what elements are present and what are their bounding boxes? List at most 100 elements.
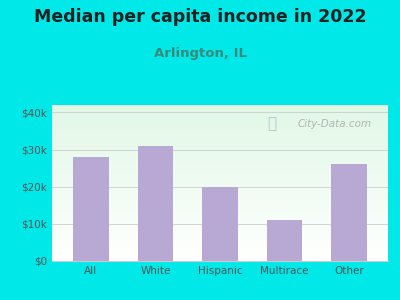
Bar (52, 205, 388, 206)
Bar (52, 186, 388, 188)
Bar (52, 122, 388, 124)
Bar (52, 114, 388, 116)
Bar (52, 130, 388, 131)
Bar (52, 241, 388, 242)
Bar (52, 208, 388, 209)
Bar (52, 136, 388, 138)
Bar (52, 167, 388, 169)
Bar (52, 248, 388, 250)
Bar (52, 206, 388, 208)
Bar (52, 191, 388, 192)
Bar (52, 175, 388, 177)
Bar (52, 142, 388, 144)
Bar (52, 238, 388, 239)
Text: Arlington, IL: Arlington, IL (154, 46, 246, 59)
Bar (52, 169, 388, 170)
Bar (52, 121, 388, 122)
Bar (52, 244, 388, 245)
Bar (52, 245, 388, 247)
Bar (52, 139, 388, 141)
Bar (52, 225, 388, 227)
Bar (52, 250, 388, 252)
Bar (52, 219, 388, 220)
Bar (52, 158, 388, 160)
Bar (52, 256, 388, 258)
Bar (52, 138, 388, 139)
Bar (52, 144, 388, 146)
Bar (332, 164, 367, 261)
Bar (52, 164, 388, 166)
Bar (52, 194, 388, 196)
Bar (52, 108, 388, 110)
Bar (52, 258, 388, 260)
Bar (52, 150, 388, 152)
Bar (52, 178, 388, 180)
Bar (52, 184, 388, 186)
Bar (52, 182, 388, 183)
Text: Median per capita income in 2022: Median per capita income in 2022 (34, 8, 366, 26)
Bar (52, 124, 388, 125)
Bar (52, 116, 388, 118)
Bar (52, 260, 388, 261)
Bar (52, 217, 388, 219)
Bar (52, 111, 388, 113)
Bar (52, 180, 388, 182)
Bar (52, 213, 388, 214)
Bar (52, 211, 388, 213)
Bar (52, 135, 388, 136)
Bar (52, 196, 388, 197)
Bar (52, 200, 388, 202)
Bar (52, 125, 388, 127)
Bar (52, 239, 388, 241)
Bar (52, 118, 388, 119)
Bar (52, 119, 388, 121)
Bar (52, 127, 388, 128)
Bar (52, 105, 388, 106)
Bar (267, 220, 302, 261)
Bar (52, 110, 388, 111)
Bar (52, 183, 388, 184)
Bar (52, 170, 388, 172)
Bar (52, 235, 388, 236)
Bar (73, 157, 108, 261)
Bar (52, 236, 388, 238)
Bar (52, 224, 388, 225)
Bar (52, 230, 388, 231)
Bar (52, 161, 388, 163)
Bar (52, 157, 388, 158)
Bar (52, 128, 388, 130)
Bar (52, 172, 388, 174)
Bar (52, 192, 388, 194)
Bar (52, 174, 388, 175)
Bar (52, 227, 388, 228)
Bar (52, 253, 388, 255)
Bar (52, 231, 388, 233)
Bar (52, 255, 388, 256)
Bar (52, 203, 388, 205)
Bar (52, 146, 388, 147)
Bar (52, 149, 388, 150)
Bar (52, 163, 388, 164)
Bar (52, 153, 388, 155)
Bar (52, 188, 388, 189)
Bar (202, 187, 238, 261)
Bar (52, 177, 388, 178)
Bar (52, 252, 388, 253)
Bar (52, 189, 388, 191)
Text: City-Data.com: City-Data.com (297, 119, 372, 129)
Bar (52, 113, 388, 114)
Bar (52, 214, 388, 216)
Text: Ⓜ: Ⓜ (268, 116, 277, 131)
Bar (52, 228, 388, 230)
Bar (52, 216, 388, 217)
Bar (52, 222, 388, 224)
Bar (138, 146, 173, 261)
Bar (52, 141, 388, 142)
Bar (52, 247, 388, 248)
Bar (52, 106, 388, 108)
Bar (52, 202, 388, 203)
Bar (52, 197, 388, 199)
Bar (52, 152, 388, 153)
Bar (52, 155, 388, 157)
Bar (52, 166, 388, 167)
